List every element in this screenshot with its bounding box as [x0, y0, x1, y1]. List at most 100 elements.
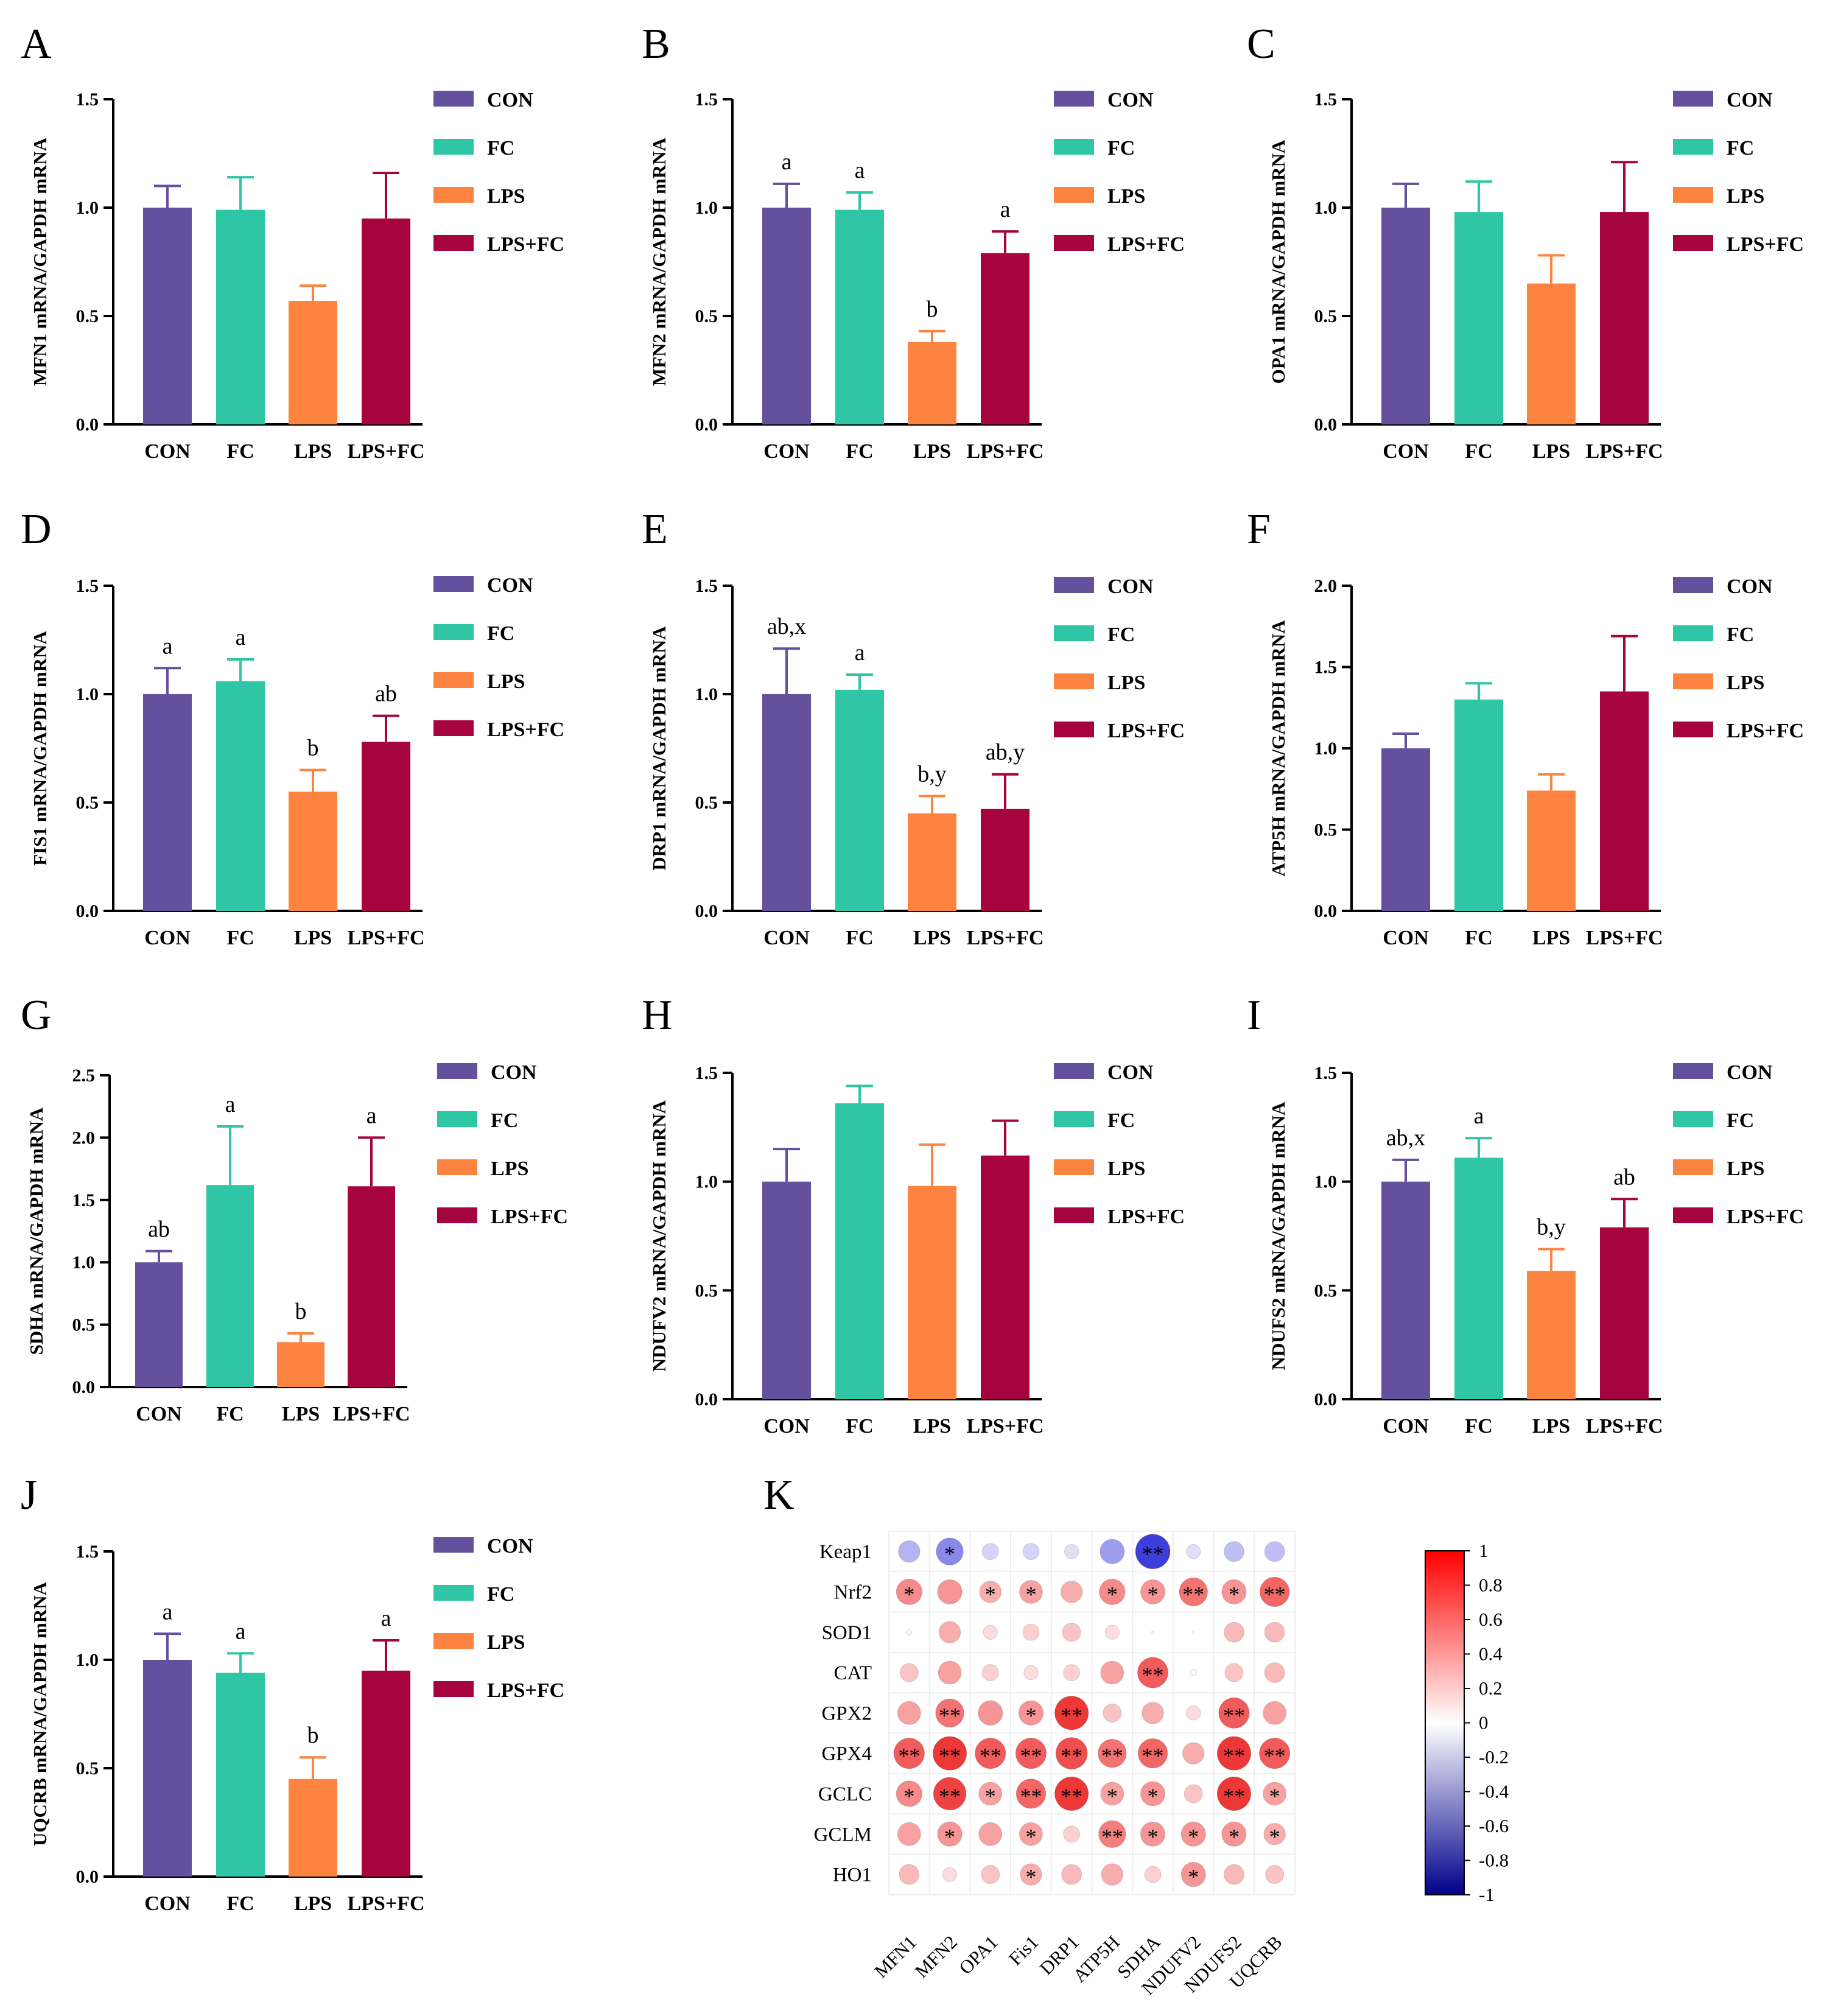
- heatmap-cell-circle: [897, 1701, 921, 1725]
- significance-label: b: [307, 736, 319, 761]
- y-tick-label: 2.5: [72, 1066, 96, 1086]
- panel-letter: F: [1247, 506, 1271, 553]
- y-tick-label: 1.5: [76, 1542, 99, 1562]
- y-axis-label: SDHA mRNA/GAPDH mRNA: [26, 1107, 47, 1355]
- heatmap-significance: **: [980, 1744, 1001, 1768]
- legend-label: LPS: [1727, 1157, 1764, 1180]
- y-tick-label: 2.0: [72, 1128, 96, 1148]
- legend-label: LPS+FC: [1727, 1206, 1804, 1228]
- legend-label: CON: [1727, 575, 1773, 598]
- heatmap-cell-circle: [1099, 1578, 1126, 1606]
- panel-E: E 0.0 0.5 1.0 1.5 DRP1 mRNA/GAPDH mRNA CON ab,x…: [642, 506, 1185, 949]
- heatmap-cell-circle: [932, 1736, 967, 1771]
- significance-label: a: [367, 1103, 377, 1128]
- x-tick-label: CON: [144, 1892, 191, 1915]
- colorbar-tick-label: -0.8: [1479, 1850, 1509, 1871]
- heatmap-column-label: OPA1: [955, 1931, 1002, 1979]
- significance-label: a: [782, 149, 792, 175]
- y-tick-label: 0.5: [76, 306, 99, 326]
- panel-letter: K: [763, 1472, 794, 1519]
- legend-swatch: [433, 672, 474, 688]
- y-tick-label: 1.5: [72, 1190, 96, 1210]
- legend-label: CON: [1727, 1061, 1773, 1084]
- heatmap-cell-circle: [1216, 1776, 1252, 1811]
- legend-label: FC: [1727, 1109, 1754, 1132]
- bar-lps-fc: [981, 1155, 1029, 1399]
- y-tick-label: 0.0: [695, 415, 718, 435]
- panel-J: J 0.0 0.5 1.0 1.5 UQCRB mRNA/GAPDH mRNA CON a FC…: [21, 1472, 564, 1915]
- legend-label: LPS+FC: [491, 1206, 568, 1228]
- legend-label: LPS: [487, 1631, 525, 1654]
- legend-label: FC: [1107, 1109, 1135, 1132]
- panel-A: A 0.0 0.5 1.0 1.5 MFN1 mRNA/GAPDH mRNA CON FC LP…: [21, 21, 564, 463]
- heatmap-cell-circle: [1190, 1669, 1197, 1676]
- heatmap-cell-circle: [1100, 1782, 1124, 1806]
- heatmap-cell-circle: [1224, 1663, 1244, 1682]
- heatmap-significance: **: [1264, 1582, 1286, 1606]
- bar-con: [762, 694, 811, 911]
- y-tick-label: 0.5: [76, 1758, 99, 1779]
- legend-swatch: [1054, 139, 1094, 155]
- heatmap-column-label: MFN1: [870, 1931, 921, 1982]
- significance-label: a: [855, 158, 865, 183]
- legend-swatch: [1054, 187, 1094, 203]
- heatmap-cell-circle: [981, 1543, 999, 1561]
- x-tick-label: CON: [136, 1403, 182, 1425]
- x-tick-label: CON: [1383, 927, 1429, 949]
- legend-label: FC: [1107, 137, 1135, 160]
- heatmap-cell-circle: [1054, 1776, 1089, 1811]
- significance-label: a: [236, 625, 246, 650]
- y-tick-label: 0.0: [76, 1867, 99, 1887]
- bar-fc: [216, 681, 265, 911]
- bar-lps-fc: [981, 809, 1029, 911]
- legend-swatch: [1054, 1063, 1094, 1079]
- heatmap-cell-circle: [1062, 1623, 1081, 1642]
- legend-swatch: [433, 91, 474, 107]
- heatmap-cell-circle: [1063, 1664, 1081, 1681]
- legend-label: FC: [491, 1109, 518, 1132]
- x-tick-label: CON: [1383, 1415, 1429, 1438]
- colorbar-tick-label: 0: [1479, 1712, 1489, 1733]
- heatmap-cell-circle: [1142, 1702, 1164, 1724]
- bar-lps: [289, 301, 337, 424]
- panel-D: D 0.0 0.5 1.0 1.5 FIS1 mRNA/GAPDH mRNA CON a FC a…: [21, 506, 564, 949]
- y-axis-label: NDUFV2 mRNA/GAPDH mRNA: [648, 1100, 670, 1372]
- y-axis-label: OPA1 mRNA/GAPDH mRNA: [1268, 139, 1289, 384]
- heatmap-significance: **: [1223, 1744, 1245, 1768]
- legend-swatch: [433, 187, 474, 203]
- x-tick-label: LPS+FC: [966, 1415, 1044, 1438]
- x-tick-label: LPS: [294, 927, 332, 949]
- heatmap-significance: **: [1223, 1784, 1245, 1808]
- y-tick-label: 0.5: [76, 793, 99, 813]
- legend-label: CON: [487, 1535, 533, 1558]
- heatmap-significance: *: [1025, 1865, 1036, 1889]
- panel-letter: G: [21, 992, 52, 1039]
- y-tick-label: 0.0: [1314, 901, 1338, 921]
- heatmap-significance: *: [1107, 1784, 1118, 1808]
- heatmap-cell-circle: [938, 1621, 961, 1643]
- legend-swatch: [1673, 235, 1713, 251]
- significance-label: a: [236, 1618, 246, 1644]
- x-tick-label: LPS+FC: [966, 927, 1044, 949]
- heatmap-cell-circle: [1140, 1781, 1166, 1807]
- heatmap-cell-circle: [1218, 1697, 1250, 1729]
- heatmap-cell-circle: [1263, 1782, 1287, 1806]
- heatmap-significance: *: [1229, 1582, 1240, 1606]
- legend-swatch: [433, 1537, 474, 1553]
- significance-label: a: [225, 1092, 236, 1117]
- heatmap-cell-circle: [897, 1822, 921, 1846]
- heatmap-cell-circle: [1063, 1825, 1081, 1843]
- bar-con: [143, 208, 192, 424]
- heatmap-cell-circle: [978, 1822, 1003, 1846]
- y-tick-label: 0.0: [1314, 415, 1338, 435]
- bar-fc: [216, 209, 265, 424]
- significance-label: ab: [375, 681, 397, 707]
- legend-label: LPS+FC: [487, 233, 564, 256]
- y-tick-label: 0.0: [76, 415, 99, 435]
- heatmap-cell-circle: [898, 1540, 921, 1563]
- y-tick-label: 1.0: [1314, 1172, 1338, 1192]
- y-tick-label: 1.5: [76, 90, 99, 110]
- y-tick-label: 1.0: [72, 1252, 96, 1273]
- heatmap-cell-circle: [979, 1581, 1001, 1603]
